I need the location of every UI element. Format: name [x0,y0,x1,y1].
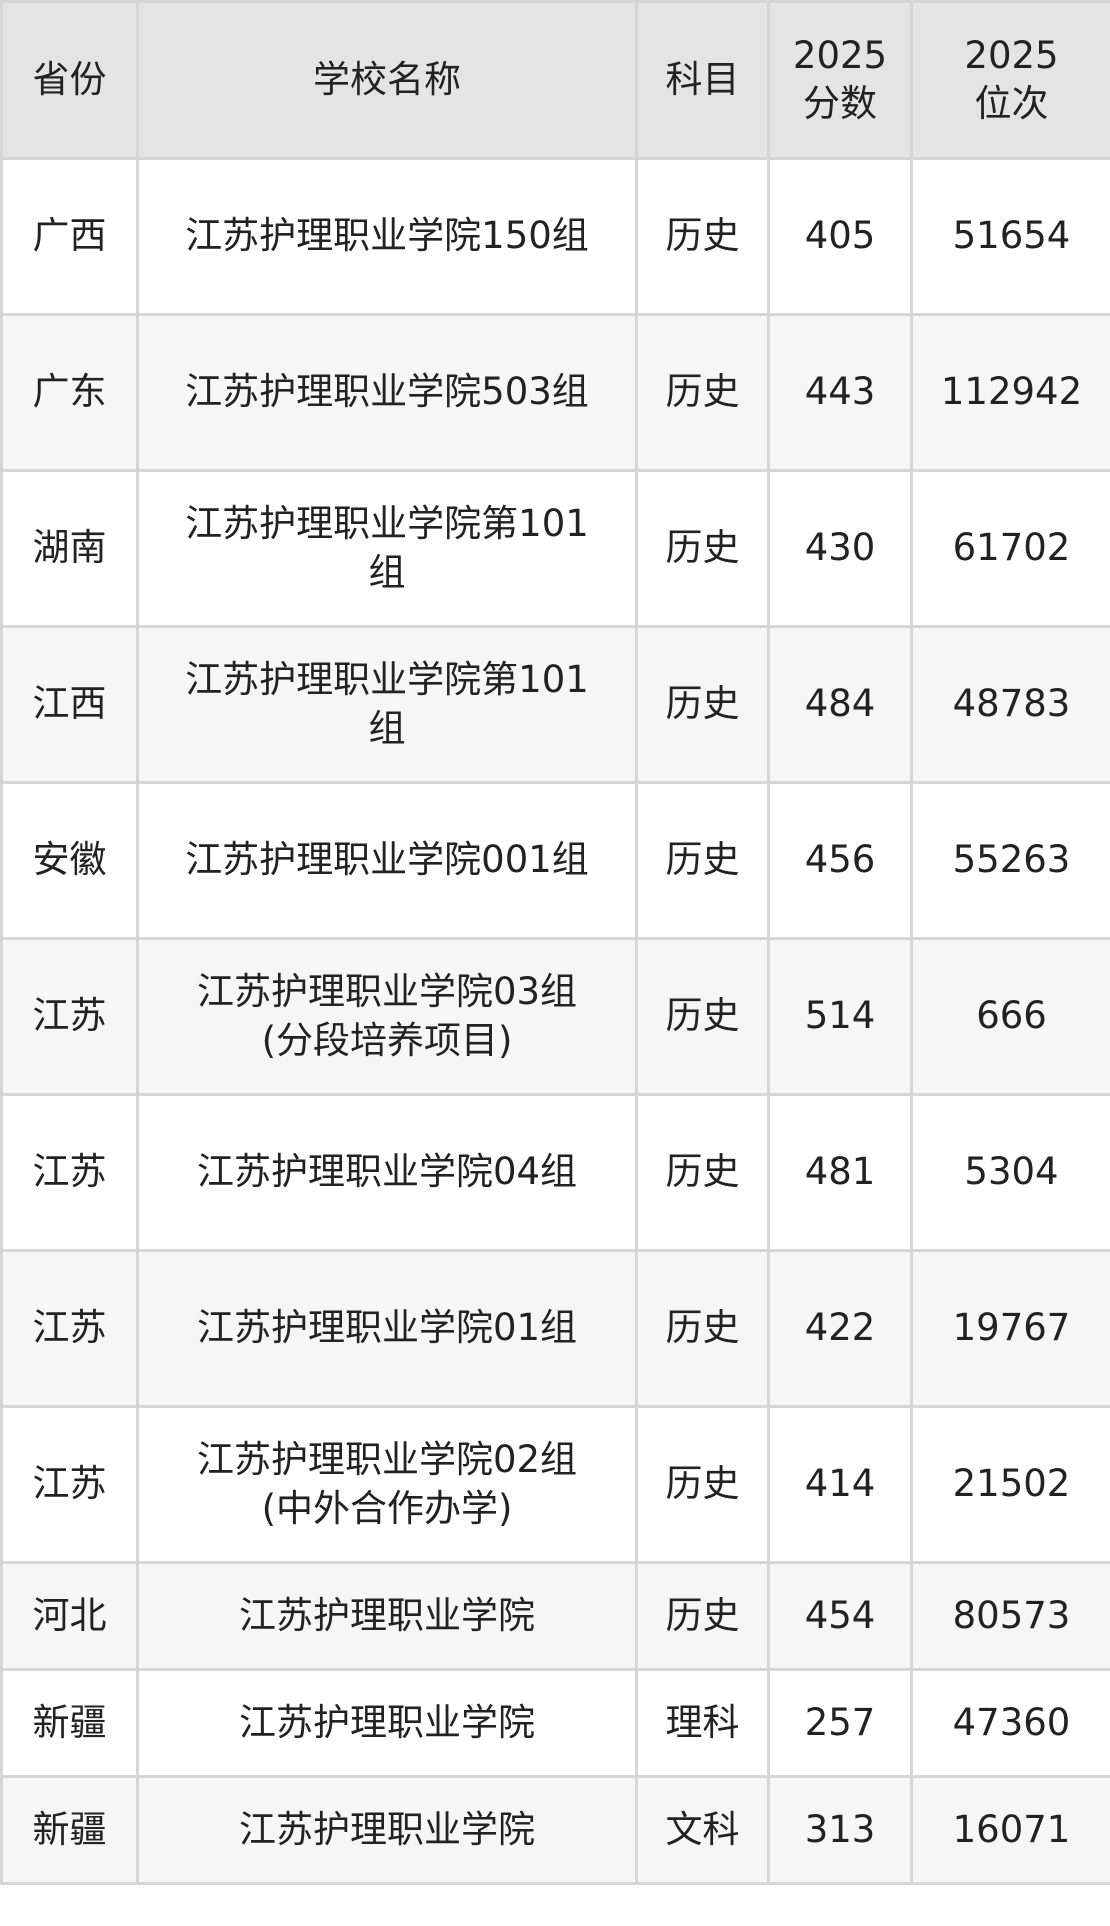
subject-cell: 历史 [635,781,770,940]
table-row: 江苏 江苏护理职业学院04组 历史 481 5304 [0,1093,1110,1252]
table-row: 湖南 江苏护理职业学院第101组 历史 430 61702 [0,469,1110,628]
header-label: 省份 [32,57,107,101]
school-cell: 江苏护理职业学院02组(中外合作办学) [136,1405,638,1564]
score-cell: 456 [767,781,913,940]
subject-cell: 历史 [635,157,770,316]
school-cell: 江苏护理职业学院 [136,1561,638,1671]
header-row: 省份 学校名称 科目 2025 分数 2025 位次 [0,0,1110,160]
score-cell: 481 [767,1093,913,1252]
table-row: 安徽 江苏护理职业学院001组 历史 456 55263 [0,781,1110,940]
school-cell: 江苏护理职业学院01组 [136,1249,638,1408]
subject-cell: 历史 [635,1249,770,1408]
school-cell: 江苏护理职业学院第101组 [136,469,638,628]
header-subject: 科目 [635,0,770,160]
header-score: 2025 分数 [767,0,913,160]
rank-cell: 55263 [910,781,1110,940]
subject-cell: 历史 [635,625,770,784]
header-label: 位次 [974,82,1049,125]
province-cell: 河北 [0,1561,139,1671]
subject-cell: 历史 [635,1561,770,1671]
header-school: 学校名称 [136,0,638,160]
table-row: 江苏 江苏护理职业学院02组(中外合作办学) 历史 414 21502 [0,1405,1110,1564]
rank-cell: 21502 [910,1405,1110,1564]
province-cell: 新疆 [0,1668,139,1778]
subject-cell: 理科 [635,1668,770,1778]
subject-cell: 文科 [635,1775,770,1885]
header-label: 2025 [964,33,1059,77]
header-province: 省份 [0,0,139,160]
subject-cell: 历史 [635,313,770,472]
table-row: 江西 江苏护理职业学院第101组 历史 484 48783 [0,625,1110,784]
rank-cell: 19767 [910,1249,1110,1408]
header-label: 学校名称 [313,57,461,101]
rank-cell: 112942 [910,313,1110,472]
school-cell: 江苏护理职业学院001组 [136,781,638,940]
score-cell: 443 [767,313,913,472]
table-row: 新疆 江苏护理职业学院 文科 313 16071 [0,1775,1110,1885]
school-cell: 江苏护理职业学院150组 [136,157,638,316]
province-cell: 江苏 [0,1249,139,1408]
rank-cell: 666 [910,937,1110,1096]
province-cell: 广东 [0,313,139,472]
province-cell: 江苏 [0,937,139,1096]
subject-cell: 历史 [635,1093,770,1252]
province-cell: 湖南 [0,469,139,628]
score-cell: 514 [767,937,913,1096]
table-row: 广西 江苏护理职业学院150组 历史 405 51654 [0,157,1110,316]
rank-cell: 80573 [910,1561,1110,1671]
score-cell: 454 [767,1561,913,1671]
header-label: 分数 [803,82,877,125]
table-row: 河北 江苏护理职业学院 历史 454 80573 [0,1561,1110,1671]
score-cell: 484 [767,625,913,784]
school-cell: 江苏护理职业学院03组(分段培养项目) [136,937,638,1096]
table-row: 新疆 江苏护理职业学院 理科 257 47360 [0,1668,1110,1778]
table-row: 江苏 江苏护理职业学院01组 历史 422 19767 [0,1249,1110,1408]
school-cell: 江苏护理职业学院 [136,1668,638,1778]
score-cell: 313 [767,1775,913,1885]
rank-cell: 48783 [910,625,1110,784]
score-cell: 422 [767,1249,913,1408]
school-cell: 江苏护理职业学院04组 [136,1093,638,1252]
rank-cell: 61702 [910,469,1110,628]
province-cell: 江苏 [0,1093,139,1252]
score-cell: 414 [767,1405,913,1564]
table-row: 江苏 江苏护理职业学院03组(分段培养项目) 历史 514 666 [0,937,1110,1096]
province-cell: 广西 [0,157,139,316]
subject-cell: 历史 [635,1405,770,1564]
header-label: 2025 [792,33,888,77]
rank-cell: 51654 [910,157,1110,316]
province-cell: 江苏 [0,1405,139,1564]
province-cell: 新疆 [0,1775,139,1885]
score-cell: 257 [767,1668,913,1778]
rank-cell: 5304 [910,1093,1110,1252]
province-cell: 安徽 [0,781,139,940]
score-cell: 430 [767,469,913,628]
score-cell: 405 [767,157,913,316]
subject-cell: 历史 [635,937,770,1096]
table-row: 广东 江苏护理职业学院503组 历史 443 112942 [0,313,1110,472]
header-label: 科目 [665,57,740,101]
header-rank: 2025 位次 [910,0,1110,160]
school-cell: 江苏护理职业学院第101组 [136,625,638,784]
province-cell: 江西 [0,625,139,784]
rank-cell: 16071 [910,1775,1110,1885]
subject-cell: 历史 [635,469,770,628]
admission-scores-table: 省份 学校名称 科目 2025 分数 2025 位次 广西 江苏护理职业学院150组历… [0,0,1110,1885]
school-cell: 江苏护理职业学院 [136,1775,638,1885]
rank-cell: 47360 [910,1668,1110,1778]
school-cell: 江苏护理职业学院503组 [136,313,638,472]
